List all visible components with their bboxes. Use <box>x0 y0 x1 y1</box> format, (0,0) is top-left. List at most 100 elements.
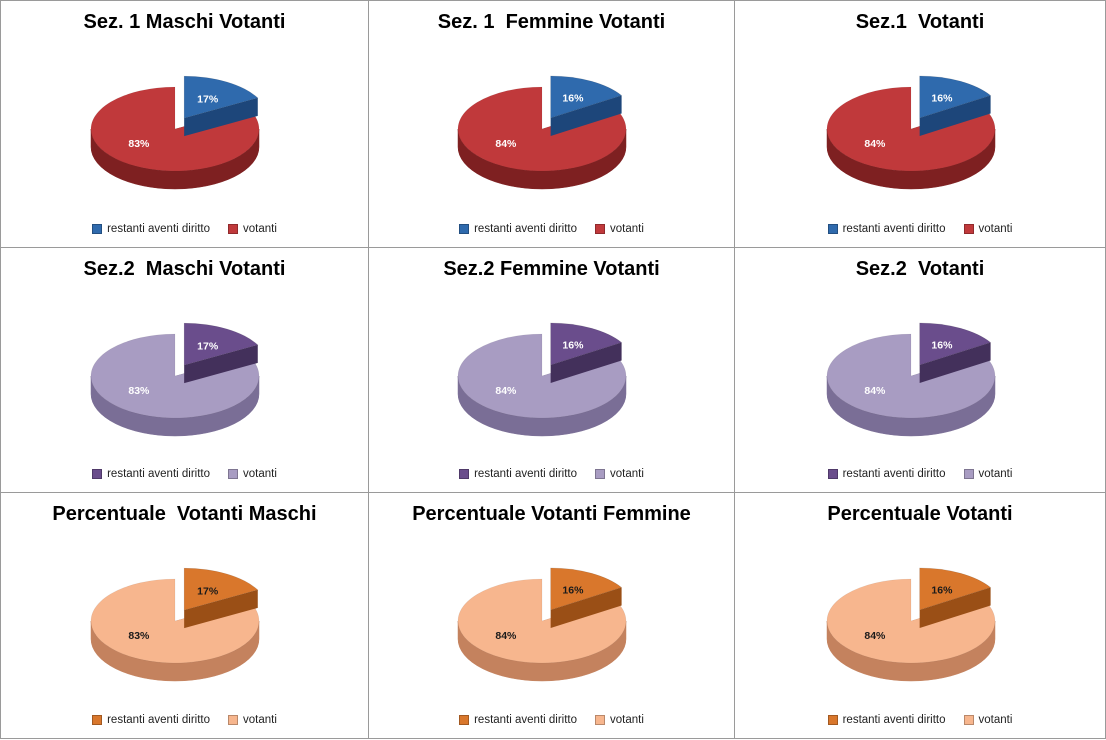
pie-slice-cut <box>919 587 991 628</box>
legend-swatch <box>459 469 470 479</box>
legend-label: restanti aventi diritto <box>474 223 578 235</box>
legend-entry: votanti <box>228 714 277 726</box>
legend-label: restanti aventi diritto <box>474 714 578 726</box>
legend-entry: restanti aventi diritto <box>92 468 210 480</box>
pie-chart: 17% 83% <box>90 322 260 437</box>
pie-slice <box>919 567 992 611</box>
legend-entry: votanti <box>963 223 1013 235</box>
pie-slice-cut <box>550 587 622 628</box>
chart-legend: restanti aventi diritto votanti <box>369 714 734 726</box>
legend-swatch <box>595 224 606 234</box>
chart-legend: restanti aventi diritto votanti <box>369 223 734 235</box>
pie-slice <box>550 567 623 611</box>
chart-panel: Sez.2 Votanti 16% 84% restanti aventi dir… <box>734 247 1106 493</box>
pie-slice <box>826 333 996 419</box>
legend-label: votanti <box>978 714 1013 726</box>
data-label: 83% <box>128 385 150 397</box>
pie-slice <box>826 86 996 172</box>
chart-title: Sez. 1 Maschi Votanti <box>83 11 286 33</box>
legend-entry: restanti aventi diritto <box>827 468 946 480</box>
legend-label: restanti aventi diritto <box>107 223 211 235</box>
data-label: 83% <box>128 630 150 642</box>
pie-slice-cut <box>919 342 991 383</box>
chart-panel: Sez.2 Femmine Votanti 16% 84% restanti av… <box>368 247 735 493</box>
chart-panel: Percentuale Votanti Femmine 16% 84% resta… <box>368 492 735 739</box>
legend-label: restanti aventi diritto <box>842 223 946 235</box>
chart-title: Sez.2 Votanti <box>855 258 985 280</box>
pie-slice-cut <box>919 95 991 136</box>
chart-panel: Sez.1 Votanti 16% 84% restanti aventi dir… <box>734 0 1106 248</box>
chart-title: Percentuale Votanti Maschi <box>52 503 317 525</box>
legend-swatch <box>963 469 974 479</box>
legend-swatch <box>228 469 239 479</box>
legend-swatch <box>963 224 974 234</box>
data-label: 16% <box>562 340 584 352</box>
data-label: 84% <box>864 630 886 642</box>
chart-panel: Sez.2 Maschi Votanti 17% 83% restanti ave… <box>0 247 369 493</box>
pie-slice-cut <box>184 97 258 137</box>
legend-label: restanti aventi diritto <box>107 714 211 726</box>
chart-legend: restanti aventi diritto votanti <box>735 468 1105 480</box>
legend-swatch <box>92 469 103 479</box>
data-label: 16% <box>931 585 953 597</box>
chart-legend: restanti aventi diritto votanti <box>735 714 1105 726</box>
legend-label: votanti <box>243 223 277 235</box>
chart-title: Sez.1 Votanti <box>855 11 985 33</box>
chart-panel: Percentuale Votanti 16% 84% restanti aven… <box>734 492 1106 739</box>
chart-title: Percentuale Votanti <box>827 503 1013 525</box>
pie-chart: 16% 84% <box>457 567 627 682</box>
chart-title: Percentuale Votanti Femmine <box>412 503 691 525</box>
legend-swatch <box>595 469 606 479</box>
legend-label: restanti aventi diritto <box>474 468 578 480</box>
legend-label: votanti <box>243 714 277 726</box>
pie-slice <box>919 75 992 119</box>
legend-entry: restanti aventi diritto <box>92 223 210 235</box>
data-label: 84% <box>864 138 886 150</box>
data-label: 16% <box>931 340 953 352</box>
legend-entry: votanti <box>963 714 1013 726</box>
data-label: 83% <box>128 138 150 150</box>
pie-slice <box>550 75 623 119</box>
legend-entry: restanti aventi diritto <box>459 223 577 235</box>
legend-swatch <box>92 224 103 234</box>
legend-swatch <box>963 715 974 725</box>
legend-entry: restanti aventi diritto <box>827 223 946 235</box>
chart-legend: restanti aventi diritto votanti <box>735 223 1105 235</box>
data-label: 84% <box>495 138 517 150</box>
legend-entry: votanti <box>595 714 644 726</box>
chart-legend: restanti aventi diritto votanti <box>369 468 734 480</box>
legend-entry: votanti <box>595 223 644 235</box>
chart-title: Sez. 1 Femmine Votanti <box>437 11 666 33</box>
pie-slice <box>550 322 623 366</box>
legend-swatch <box>827 224 838 234</box>
data-label: 84% <box>495 385 517 397</box>
pie-chart: 17% 83% <box>90 567 260 682</box>
legend-label: restanti aventi diritto <box>842 714 946 726</box>
pie-slice-cut <box>184 589 258 629</box>
pie-slice <box>90 578 260 664</box>
legend-label: votanti <box>243 468 277 480</box>
legend-label: votanti <box>978 468 1013 480</box>
chart-legend: restanti aventi diritto votanti <box>1 468 368 480</box>
pie-slice <box>183 567 259 611</box>
data-label: 84% <box>864 385 886 397</box>
legend-label: votanti <box>610 468 644 480</box>
pie-slice <box>90 333 260 419</box>
legend-swatch <box>459 715 470 725</box>
legend-swatch <box>92 715 103 725</box>
pie-slice-cut <box>184 344 258 384</box>
legend-label: votanti <box>610 223 644 235</box>
legend-label: restanti aventi diritto <box>842 468 946 480</box>
data-label: 17% <box>197 340 219 352</box>
chart-title: Sez.2 Femmine Votanti <box>443 258 660 280</box>
legend-swatch <box>595 715 606 725</box>
legend-swatch <box>459 224 470 234</box>
pie-slice <box>183 75 259 119</box>
legend-swatch <box>827 715 838 725</box>
legend-label: votanti <box>978 223 1013 235</box>
chart-panel: Sez. 1 Femmine Votanti 16% 84% restanti a… <box>368 0 735 248</box>
pie-slice-cut <box>550 95 622 136</box>
legend-entry: votanti <box>228 223 277 235</box>
pie-slice <box>826 578 996 664</box>
